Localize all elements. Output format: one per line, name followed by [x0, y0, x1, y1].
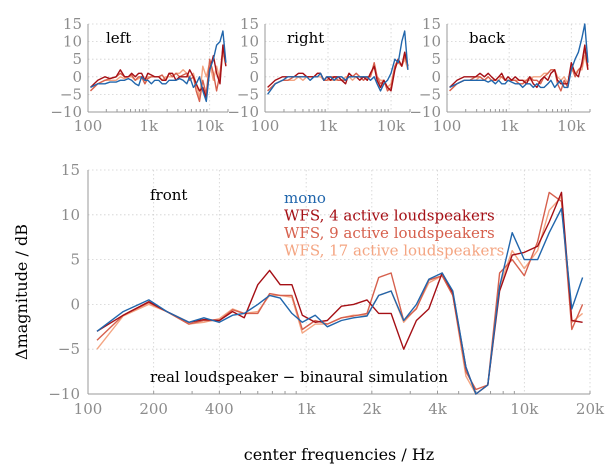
main-ytick-label: 5: [70, 251, 80, 269]
panel-right-ytick-label: −10: [227, 103, 259, 121]
panel-back-ytick-label: 0: [431, 68, 441, 86]
main-line-mono: [96, 207, 584, 395]
legend-entry-mono: mono: [284, 189, 326, 207]
panel-left-ytick-label: −10: [50, 103, 82, 121]
panel-left-ytick-label: 10: [63, 33, 82, 51]
panel-back-ytick-label: −5: [419, 85, 441, 103]
x-axis-label: center frequencies / Hz: [244, 445, 434, 464]
panel-right-line-mono: [267, 30, 409, 95]
legend-entry-wfs17: WFS, 17 active loudspeakers: [284, 242, 504, 260]
panel-right-xtick-label: 1k: [319, 117, 339, 135]
panel-back-xtick-label: 10k: [557, 117, 586, 135]
panel-right-ytick-label: −5: [237, 85, 259, 103]
main-xtick-label: 100: [74, 400, 103, 418]
panel-back-xtick-label: 100: [433, 117, 462, 135]
panel-left-ytick-label: 15: [63, 15, 82, 33]
main-xtick-label: 400: [205, 400, 234, 418]
panel-back-line-wfs9: [449, 47, 589, 92]
panel-left-line-mono: [90, 30, 227, 103]
main-xtick-label: 10k: [510, 400, 539, 418]
legend-entry-wfs9: WFS, 9 active loudspeakers: [284, 224, 495, 242]
panel-left-xtick-label: 10k: [196, 117, 225, 135]
panel-right-ytick-label: 0: [249, 68, 259, 86]
main-ytick-label: −10: [48, 385, 80, 403]
panel-back-label: back: [469, 29, 506, 47]
main-ytick-label: −5: [58, 340, 80, 358]
main-xtick-label: 1k: [297, 400, 317, 418]
y-axis-label: Δmagnitude / dB: [12, 224, 31, 360]
panel-left-xtick-label: 1k: [140, 117, 160, 135]
panel-right-xtick-label: 100: [251, 117, 280, 135]
panel-right-label: right: [287, 29, 324, 47]
main-ytick-label: 10: [61, 206, 80, 224]
panel-right-xtick-label: 10k: [377, 117, 406, 135]
main-xtick-label: 4k: [428, 400, 448, 418]
panel-back-ytick-label: −10: [409, 103, 441, 121]
main-ytick-label: 0: [70, 295, 80, 313]
panel-back-xtick-label: 1k: [500, 117, 520, 135]
panel-left-ytick-label: 0: [72, 68, 82, 86]
panel-left-line-wfs17: [90, 51, 227, 99]
panel-back-line-mono: [449, 23, 589, 89]
main-xtick-label: 200: [139, 400, 168, 418]
panel-right-ytick-label: 5: [249, 50, 259, 68]
panel-right-ytick-label: 15: [240, 15, 259, 33]
main-panel-label: front: [150, 186, 187, 204]
main-xtick-label: 20k: [576, 400, 605, 418]
panel-right-ytick-label: 10: [240, 33, 259, 51]
main-xtick-label: 2k: [363, 400, 383, 418]
panel-left-label: left: [106, 29, 131, 47]
main-annotation: real loudspeaker − binaural simulation: [150, 368, 448, 386]
main-ytick-label: 15: [61, 161, 80, 179]
panel-right-line-wfs4: [267, 51, 409, 92]
panel-back-ytick-label: 10: [422, 33, 441, 51]
panel-left-ytick-label: −5: [60, 85, 82, 103]
main-line-wfs4: [96, 191, 583, 395]
panel-back-ytick-label: 15: [422, 15, 441, 33]
panel-left-xtick-label: 100: [74, 117, 103, 135]
panel-left-ytick-label: 5: [72, 50, 82, 68]
panel-back-ytick-label: 5: [431, 50, 441, 68]
legend-entry-wfs4: WFS, 4 active loudspeakers: [284, 207, 495, 225]
